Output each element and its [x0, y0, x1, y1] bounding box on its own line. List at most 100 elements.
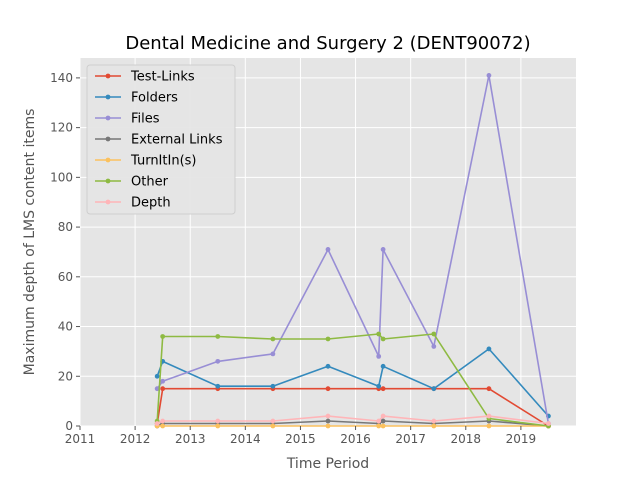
data-point	[215, 358, 221, 364]
y-tick-label: 0	[65, 419, 73, 433]
data-point	[160, 378, 166, 384]
data-point	[486, 413, 492, 419]
series-folders	[154, 346, 551, 419]
legend-label: Files	[131, 112, 160, 127]
data-point	[431, 344, 437, 349]
series-line	[156, 333, 549, 427]
data-point	[431, 423, 437, 429]
data-point	[380, 336, 386, 342]
legend-marker	[105, 136, 111, 142]
series-line	[156, 415, 549, 425]
data-point	[154, 373, 160, 379]
x-axis-label: Time Period	[286, 456, 369, 472]
data-point	[325, 247, 331, 252]
data-point	[154, 421, 160, 426]
legend-marker	[105, 178, 111, 184]
data-point	[546, 421, 551, 426]
series-line	[156, 387, 549, 427]
data-point	[160, 386, 166, 392]
data-point	[380, 386, 386, 392]
data-point	[270, 383, 276, 389]
series-other	[154, 331, 551, 429]
legend-label: External Links	[131, 133, 223, 148]
legend-label: Other	[131, 175, 169, 190]
data-point	[431, 418, 437, 424]
x-tick-label: 2013	[175, 432, 206, 446]
legend-label: Depth	[131, 196, 171, 211]
data-point	[325, 423, 331, 429]
y-axis: 0 20 40 60 80 100 120 140	[50, 71, 80, 433]
legend-marker	[105, 73, 111, 79]
series-layer	[154, 73, 551, 429]
data-point	[215, 418, 221, 424]
data-point	[325, 413, 331, 419]
data-point	[486, 73, 492, 78]
data-point	[376, 383, 382, 389]
series-line	[156, 348, 549, 417]
legend: Test-Links Folders Files External Links Turn…	[86, 64, 236, 215]
y-tick-label: 140	[50, 71, 73, 85]
x-tick-label: 2011	[65, 432, 96, 446]
data-point	[376, 331, 382, 337]
data-point	[325, 336, 331, 342]
legend-marker	[105, 157, 111, 163]
x-tick-label: 2018	[451, 432, 482, 446]
data-point	[154, 386, 160, 392]
legend-marker	[105, 199, 111, 205]
x-tick-label: 2012	[120, 432, 151, 446]
data-point	[325, 363, 331, 369]
legend-label: Test-Links	[130, 70, 195, 85]
data-point	[270, 418, 276, 424]
legend-item: External Links	[95, 133, 223, 148]
x-tick-label: 2016	[340, 432, 371, 446]
legend-item: Test-Links	[95, 70, 195, 85]
data-point	[431, 386, 437, 392]
y-axis-label: Maximum depth of LMS content items	[22, 109, 38, 376]
legend-marker	[105, 94, 111, 100]
data-point	[270, 351, 276, 357]
data-point	[431, 331, 437, 337]
legend-label: TurnItIn(s)	[130, 154, 196, 169]
data-point	[215, 334, 221, 339]
legend-label: Folders	[131, 91, 178, 106]
data-point	[486, 386, 492, 392]
data-point	[380, 418, 386, 424]
data-point	[270, 336, 276, 342]
y-tick-label: 80	[58, 220, 73, 234]
data-point	[380, 423, 386, 429]
data-point	[376, 418, 382, 424]
x-tick-label: 2017	[395, 432, 426, 446]
legend-item: Other	[95, 175, 169, 190]
data-point	[215, 423, 221, 429]
legend-item: Folders	[95, 91, 178, 106]
data-point	[486, 423, 492, 429]
y-tick-label: 120	[50, 121, 73, 135]
data-point	[376, 423, 382, 429]
data-point	[380, 363, 386, 369]
legend-box	[86, 64, 236, 215]
chart-title: Dental Medicine and Surgery 2 (DENT90072…	[125, 33, 530, 54]
data-point	[380, 413, 386, 419]
data-point	[160, 334, 166, 339]
data-point	[376, 353, 382, 359]
x-tick-label: 2019	[506, 432, 537, 446]
series-line	[156, 420, 549, 427]
y-tick-label: 60	[58, 270, 73, 284]
series-line	[156, 74, 550, 424]
y-tick-label: 20	[58, 369, 73, 383]
data-point	[270, 423, 276, 429]
y-tick-label: 100	[50, 170, 73, 184]
data-point	[215, 383, 221, 389]
data-point	[486, 346, 492, 352]
legend-item: Files	[95, 112, 160, 127]
x-tick-label: 2014	[230, 432, 261, 446]
x-tick-label: 2015	[285, 432, 316, 446]
data-point	[380, 247, 386, 252]
legend-item: TurnItIn(s)	[95, 154, 196, 169]
data-point	[160, 423, 166, 429]
data-point	[325, 386, 331, 392]
y-tick-label: 40	[58, 320, 73, 334]
x-axis: 2011 2012 2013 2014 2015 2016 2017 2018 2019	[65, 426, 536, 446]
data-point	[325, 418, 331, 424]
